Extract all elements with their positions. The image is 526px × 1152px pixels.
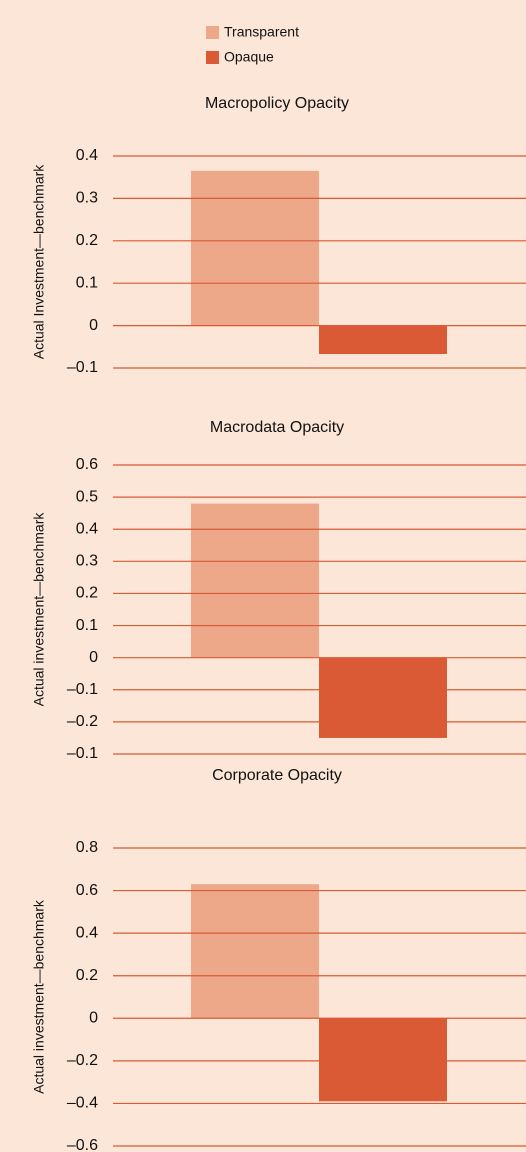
y-tick-label: –0.2	[67, 1052, 98, 1069]
y-axis-label: Actual investment—benchmark	[31, 899, 47, 1094]
bar	[319, 325, 447, 355]
y-tick-label: –0.4	[67, 1095, 98, 1112]
y-tick-label: 0.2	[76, 967, 98, 984]
bar	[191, 170, 319, 326]
y-tick-label: 0.3	[76, 553, 98, 570]
bar	[319, 1018, 447, 1102]
bar	[191, 503, 319, 658]
y-tick-label: 0.5	[76, 488, 98, 505]
chart-title: Corporate Opacity	[212, 767, 342, 784]
y-tick-label: 0.4	[76, 147, 98, 164]
y-tick-label: 0.2	[76, 232, 98, 249]
bar	[319, 657, 447, 738]
legend-label: Transparent	[224, 24, 299, 40]
bar	[191, 884, 319, 1019]
y-axis-label: Actual investment—benchmark	[31, 512, 47, 707]
y-tick-label: 0	[89, 649, 98, 666]
y-tick-label: 0.6	[76, 456, 98, 473]
y-tick-label: 0.8	[76, 839, 98, 856]
y-tick-label: 0.4	[76, 924, 98, 941]
chart-title: Macropolicy Opacity	[205, 95, 349, 112]
y-tick-label: 0.6	[76, 882, 98, 899]
legend-label: Opaque	[224, 49, 274, 65]
y-tick-label: 0	[89, 1010, 98, 1027]
y-tick-label: 0.1	[76, 617, 98, 634]
y-axis-label: Actual Investment—benchmark	[31, 164, 47, 360]
y-tick-label: –0.1	[67, 745, 98, 762]
y-tick-label: 0.4	[76, 520, 98, 537]
y-tick-label: 0.3	[76, 190, 98, 207]
legend-swatch	[206, 51, 219, 64]
y-tick-label: –0.1	[67, 681, 98, 698]
y-tick-label: –0.1	[67, 359, 98, 376]
y-tick-label: –0.2	[67, 713, 98, 730]
y-tick-label: 0.1	[76, 274, 98, 291]
y-tick-label: 0	[89, 317, 98, 334]
y-tick-label: 0.2	[76, 585, 98, 602]
y-tick-label: –0.6	[67, 1137, 98, 1152]
chart-title: Macrodata Opacity	[210, 419, 344, 436]
legend-swatch	[206, 26, 219, 39]
